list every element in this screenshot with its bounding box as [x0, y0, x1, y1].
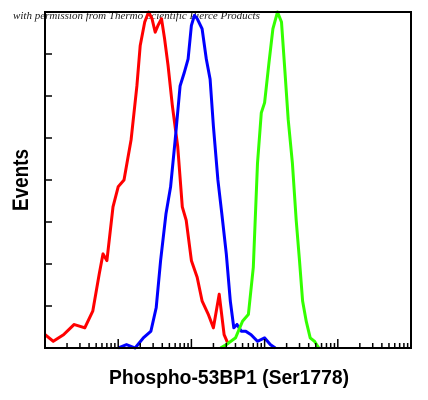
- series-line-1: [44, 10, 230, 346]
- plot-lines: [44, 10, 321, 350]
- plot-border: [44, 11, 412, 349]
- plot-frame: [44, 11, 412, 349]
- series-line-3: [219, 10, 321, 350]
- y-axis-label: Events: [8, 149, 33, 211]
- series-line-2: [117, 13, 277, 350]
- axis-ticks: [45, 53, 409, 348]
- x-axis-label: Phospho-53BP1 (Ser1778): [109, 367, 349, 389]
